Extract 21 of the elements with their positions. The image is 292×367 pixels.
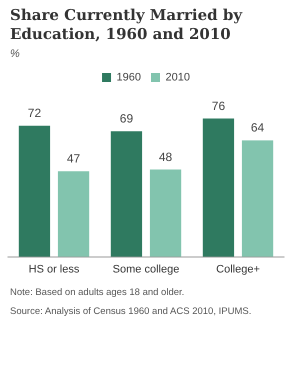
source-note: Source: Analysis of Census 1960 and ACS 2010, IPUMS.	[10, 305, 252, 318]
data-label: 64	[250, 120, 265, 135]
x-tick-label: Some college	[112, 263, 180, 276]
bar	[110, 131, 142, 257]
data-label: 48	[158, 150, 173, 164]
data-label: 47	[66, 152, 81, 166]
data-label: 76	[212, 98, 226, 113]
data-label: 72	[28, 106, 42, 120]
text: %	[10, 48, 20, 60]
legend-label: 1960	[116, 72, 142, 84]
bar	[242, 140, 274, 257]
chart-title: Share Currently Married by Education, 1960 and 2010	[10, 6, 244, 44]
x-tick-label: College+	[216, 263, 260, 276]
bar	[58, 171, 90, 257]
legend-label: 2010	[166, 72, 190, 84]
text: Note: Based on adults ages 18 and older.	[10, 286, 186, 299]
data-label: 69	[120, 112, 134, 126]
bar	[18, 126, 50, 257]
bar	[150, 169, 182, 257]
x-tick-label: HS or less	[28, 263, 80, 276]
bar	[202, 118, 234, 257]
